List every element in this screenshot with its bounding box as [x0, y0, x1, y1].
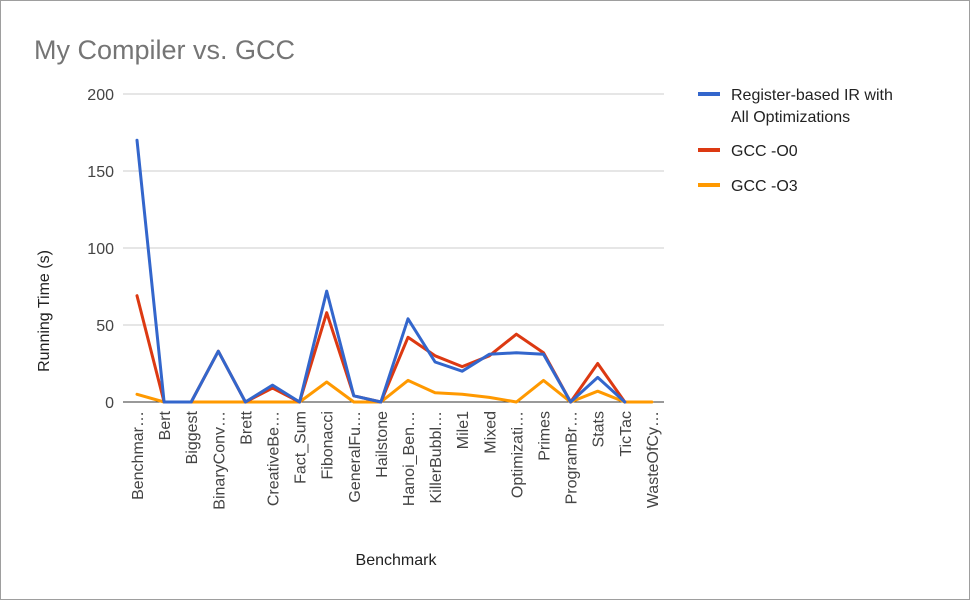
- x-tick-label: Biggest: [184, 410, 201, 464]
- series-line: [135, 378, 654, 404]
- legend: Register-based IR with All Optimizations G…: [698, 87, 893, 195]
- y-axis-ticks: 0 50 100 150 200: [87, 87, 114, 412]
- x-tick-label: Mixed: [482, 411, 499, 454]
- y-tick-label: 50: [96, 318, 114, 335]
- x-tick-label: Primes: [537, 411, 554, 461]
- legend-label: All Optimizations: [731, 109, 850, 126]
- x-tick-label: Fact_Sum: [293, 411, 310, 484]
- x-tick-label: Bert: [157, 410, 174, 440]
- x-tick-label: CreativeBe…: [266, 411, 283, 506]
- x-tick-label: ProgramBr…: [564, 411, 581, 504]
- x-tick-label: KillerBubbl…: [428, 411, 445, 503]
- y-axis-title: Running Time (s): [36, 250, 53, 372]
- gridlines: [123, 93, 664, 403]
- series-line: [135, 138, 627, 404]
- x-tick-label: TicTac: [618, 411, 635, 457]
- x-tick-label: Stats: [591, 411, 608, 447]
- x-tick-label: Mile1: [455, 411, 472, 449]
- x-tick-label: BinaryConv…: [211, 411, 228, 510]
- x-tick-label: Brett: [238, 410, 255, 444]
- series-lines: [135, 138, 654, 404]
- x-tick-label: Hailstone: [374, 411, 391, 478]
- y-tick-label: 0: [105, 395, 114, 412]
- x-tick-label: Benchmar…: [130, 411, 147, 500]
- x-tick-label: GeneralFu…: [347, 411, 364, 503]
- legend-label: GCC -O0: [731, 143, 798, 160]
- x-tick-label: Hanoi_Ben…: [401, 411, 418, 506]
- x-tick-label: Fibonacci: [320, 411, 337, 479]
- y-tick-label: 100: [87, 241, 114, 258]
- legend-label: GCC -O3: [731, 178, 798, 195]
- x-axis-ticks: Benchmar… Bert Biggest BinaryConv… Brett Crea…: [130, 410, 662, 509]
- x-tick-label: WasteOfCy…: [645, 411, 662, 508]
- chart-title: My Compiler vs. GCC: [34, 35, 295, 65]
- legend-label: Register-based IR with: [731, 87, 893, 104]
- y-tick-label: 150: [87, 164, 114, 181]
- x-axis-title: Benchmark: [356, 552, 438, 569]
- y-tick-label: 200: [87, 87, 114, 104]
- x-tick-label: Optimizati…: [509, 411, 526, 498]
